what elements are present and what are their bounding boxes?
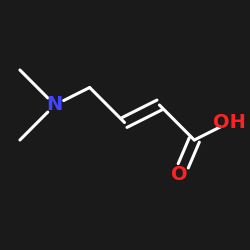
Text: O: O bbox=[171, 166, 188, 184]
Text: OH: OH bbox=[213, 113, 246, 132]
Text: N: N bbox=[47, 96, 63, 114]
